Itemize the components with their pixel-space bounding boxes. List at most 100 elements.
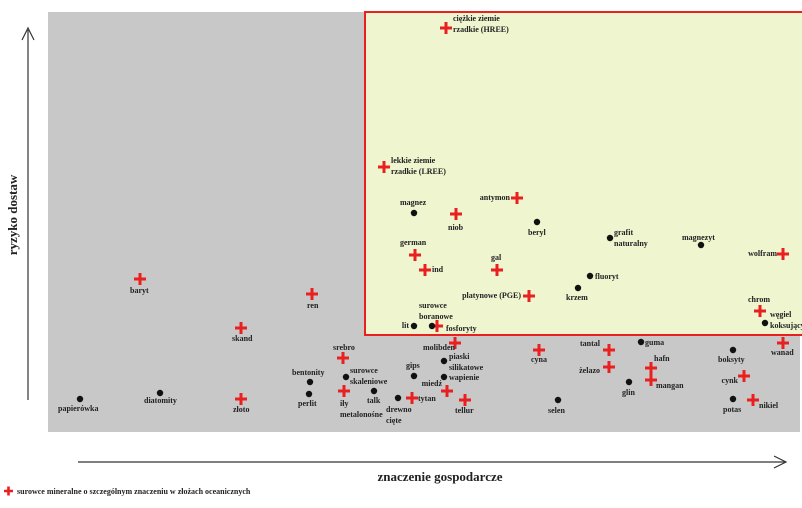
x-arrowhead	[773, 455, 788, 469]
node-label: magnez	[400, 198, 427, 207]
node-label: beryl	[528, 228, 547, 237]
node-label: nikiel	[759, 401, 779, 410]
node-label: rzadkie (LREE)	[391, 167, 446, 176]
node-label: drewno	[386, 405, 412, 414]
cross-marker	[440, 22, 452, 34]
y-axis-label: ryzyko dostaw	[5, 174, 20, 255]
cross-marker	[450, 208, 462, 220]
dot-marker	[305, 390, 313, 398]
cross-marker	[441, 385, 453, 397]
node-label: platynowe (PGE)	[462, 291, 521, 300]
node-label: tellur	[455, 406, 474, 415]
dot-marker	[729, 395, 737, 403]
node-label: metalonośne	[340, 410, 383, 419]
dot-marker	[637, 338, 645, 346]
node-label: molibden	[423, 343, 456, 352]
node-label: krzem	[566, 293, 588, 302]
cross-marker	[645, 362, 657, 374]
critical-zone	[364, 11, 802, 336]
node-label: wanad	[771, 348, 794, 357]
node-label: cyna	[531, 355, 547, 364]
legend-cross	[4, 486, 13, 496]
node-label: cięte	[386, 416, 402, 425]
node-label: piaski	[449, 352, 470, 361]
node-label: skaleniowe	[350, 377, 388, 386]
cross-marker	[533, 344, 545, 356]
dot-marker	[697, 241, 705, 249]
cross-marker	[523, 290, 535, 302]
cross-marker	[409, 249, 421, 261]
node-label: fosforyty	[446, 324, 477, 333]
node-label: german	[400, 238, 427, 247]
node-label: tytan	[418, 394, 436, 403]
node-label: antymon	[480, 193, 511, 202]
node-label: papierówka	[58, 404, 98, 413]
node-label: glin	[622, 388, 635, 397]
y-arrowhead	[21, 26, 35, 41]
node-label: bentonity	[292, 368, 324, 377]
node-label: guma	[645, 338, 664, 347]
node-label: baryt	[130, 286, 149, 295]
cross-marker	[378, 161, 390, 173]
cross-marker	[738, 370, 750, 382]
dot-marker	[76, 395, 84, 403]
node-label: gal	[491, 253, 502, 262]
node-label: gips	[406, 361, 420, 370]
dot-marker	[440, 357, 448, 365]
dot-marker	[761, 319, 769, 327]
node-label: boksyty	[718, 355, 745, 364]
dot-marker	[606, 234, 614, 242]
dot-marker	[428, 322, 436, 330]
node-label: selen	[548, 406, 565, 415]
cross-marker	[645, 374, 657, 386]
node-label: rzadkie (HREE)	[453, 25, 509, 34]
node-label: miedź	[422, 379, 443, 388]
node-label: fluoryt	[595, 272, 619, 281]
dot-marker	[342, 373, 350, 381]
node-label: niob	[448, 223, 464, 232]
cross-marker	[306, 288, 318, 300]
cross-marker	[134, 273, 146, 285]
node-label: węgiel	[770, 310, 792, 319]
dot-marker	[156, 389, 164, 397]
dot-marker	[533, 218, 541, 226]
cross-marker	[511, 192, 523, 204]
dot-marker	[370, 387, 378, 395]
x-axis-label: znaczenie gospodarcze	[377, 469, 502, 484]
node-label: iły	[340, 399, 348, 408]
dot-marker	[574, 284, 582, 292]
dot-marker	[410, 322, 418, 330]
node-label: surowce	[419, 301, 447, 310]
node-label: talk	[367, 396, 381, 405]
cross-marker	[603, 361, 615, 373]
cross-marker	[754, 305, 766, 317]
cross-marker	[235, 322, 247, 334]
cross-marker	[406, 392, 418, 404]
node-label: naturalny	[614, 239, 648, 248]
node-label: tantal	[580, 339, 601, 348]
node-label: srebro	[333, 343, 355, 352]
cross-marker	[747, 394, 759, 406]
cross-marker	[419, 264, 431, 276]
node-label: skand	[232, 334, 253, 343]
cross-marker	[235, 393, 247, 405]
cross-marker	[449, 337, 461, 349]
node-label: magnezyt	[682, 233, 715, 242]
node-label: boranowe	[419, 312, 453, 321]
node-label: chrom	[748, 295, 770, 304]
dot-marker	[410, 372, 418, 380]
node-label: ren	[307, 301, 319, 310]
node-label: diatomity	[144, 396, 177, 405]
legend-text: surowce mineralne o szczególnym znaczeni…	[17, 487, 251, 496]
node-label: złoto	[233, 405, 249, 414]
node-label: cynk	[722, 376, 739, 385]
dot-marker	[410, 209, 418, 217]
dot-marker	[729, 346, 737, 354]
dot-marker	[440, 373, 448, 381]
dot-marker	[586, 272, 594, 280]
node-label: żelazo	[579, 366, 600, 375]
dot-marker	[306, 378, 314, 386]
cross-marker	[603, 344, 615, 356]
node-label: surowce	[350, 366, 378, 375]
